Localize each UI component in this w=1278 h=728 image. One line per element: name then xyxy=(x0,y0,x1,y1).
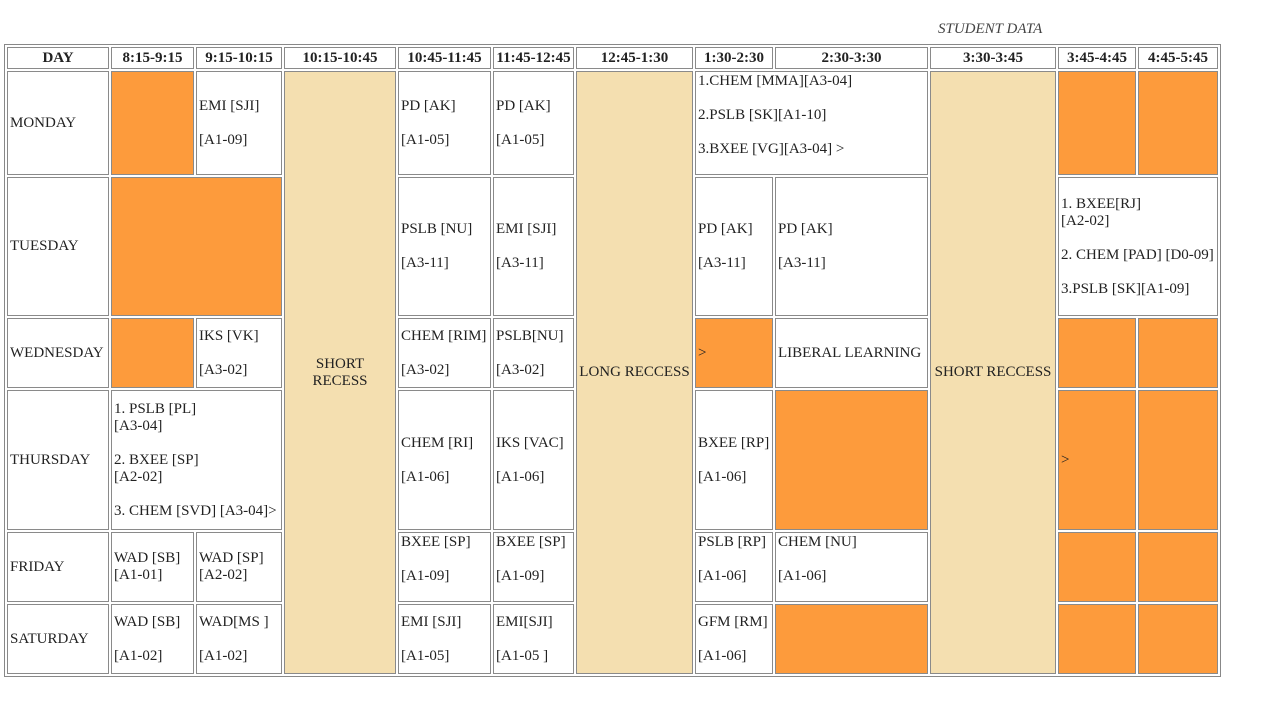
free-slot xyxy=(775,390,928,530)
class-cell[interactable]: WAD [SP] [A2-02] xyxy=(196,532,282,602)
timetable: DAY 8:15-9:15 9:15-10:15 10:15-10:45 10:… xyxy=(4,44,1221,677)
class-cell[interactable]: GFM [RM] [A1-06] xyxy=(695,604,773,674)
class-cell[interactable]: CHEM [NU] [A1-06] xyxy=(775,532,928,602)
header-slot: 2:30-3:30 xyxy=(775,47,928,69)
free-slot xyxy=(1058,71,1136,175)
free-slot: > xyxy=(695,318,773,388)
day-label: WEDNESDAY xyxy=(7,318,109,388)
short-recess-cell: SHORT RECCESS xyxy=(930,71,1056,674)
header-slot: 8:15-9:15 xyxy=(111,47,194,69)
class-cell[interactable]: PSLB [NU] [A3-11] xyxy=(398,177,491,316)
class-cell[interactable]: PSLB [RP] [A1-06] xyxy=(695,532,773,602)
header-slot: 4:45-5:45 xyxy=(1138,47,1218,69)
class-cell[interactable]: PD [AK] [A1-05] xyxy=(398,71,491,175)
class-cell[interactable]: 1. BXEE[RJ] [A2-02] 2. CHEM [PAD] [D0-09] 3… xyxy=(1058,177,1218,316)
row-wednesday: WEDNESDAY IKS [VK] [A3-02] CHEM [RIM] [A3-… xyxy=(7,318,1218,388)
short-recess-cell: SHORT RECESS xyxy=(284,71,396,674)
class-cell[interactable]: WAD[MS ] [A1-02] xyxy=(196,604,282,674)
header-slot: 12:45-1:30 xyxy=(576,47,693,69)
class-cell[interactable]: BXEE [SP] [A1-09] xyxy=(398,532,491,602)
long-recess-cell: LONG RECCESS xyxy=(576,71,693,674)
day-label: THURSDAY xyxy=(7,390,109,530)
header-slot: 10:45-11:45 xyxy=(398,47,491,69)
free-slot xyxy=(111,71,194,175)
class-cell[interactable]: EMI [SJI] [A3-11] xyxy=(493,177,574,316)
class-cell[interactable]: EMI [SJI] [A1-09] xyxy=(196,71,282,175)
class-cell[interactable]: EMI [SJI] [A1-05] xyxy=(398,604,491,674)
free-slot xyxy=(1058,318,1136,388)
day-label: MONDAY xyxy=(7,71,109,175)
class-cell[interactable]: 1. PSLB [PL] [A3-04] 2. BXEE [SP] [A2-02] 3.… xyxy=(111,390,282,530)
day-label: TUESDAY xyxy=(7,177,109,316)
header-slot: 3:45-4:45 xyxy=(1058,47,1136,69)
class-cell[interactable]: PD [AK] [A3-11] xyxy=(695,177,773,316)
free-slot xyxy=(1138,390,1218,530)
class-cell[interactable]: PD [AK] [A3-11] xyxy=(775,177,928,316)
day-label: SATURDAY xyxy=(7,604,109,674)
free-slot xyxy=(111,318,194,388)
header-slot: 10:15-10:45 xyxy=(284,47,396,69)
free-slot xyxy=(1138,318,1218,388)
free-slot: > xyxy=(1058,390,1136,530)
liberal-learning-cell[interactable]: LIBERAL LEARNING xyxy=(775,318,928,388)
free-slot xyxy=(775,604,928,674)
row-friday: FRIDAY WAD [SB] [A1-01] WAD [SP] [A2-02] B… xyxy=(7,532,1218,602)
free-slot xyxy=(1138,71,1218,175)
row-monday: MONDAY EMI [SJI] [A1-09] SHORT RECESS PD … xyxy=(7,71,1218,674)
class-cell[interactable]: IKS [VAC] [A1-06] xyxy=(493,390,574,530)
class-cell[interactable]: BXEE [SP] [A1-09] xyxy=(493,532,574,602)
class-cell[interactable]: EMI[SJI] [A1-05 ] xyxy=(493,604,574,674)
class-cell[interactable]: PD [AK] [A1-05] xyxy=(493,71,574,175)
free-slot xyxy=(1058,604,1136,674)
free-slot xyxy=(1138,532,1218,602)
row-thursday: THURSDAY 1. PSLB [PL] [A3-04] 2. BXEE [SP]… xyxy=(7,390,1218,530)
class-cell[interactable]: CHEM [RI] [A1-06] xyxy=(398,390,491,530)
class-cell[interactable]: WAD [SB] [A1-02] xyxy=(111,604,194,674)
free-slot xyxy=(111,177,282,316)
header-slot: 3:30-3:45 xyxy=(930,47,1056,69)
header-day: DAY xyxy=(7,47,109,69)
class-cell[interactable]: BXEE [RP] [A1-06] xyxy=(695,390,773,530)
class-cell[interactable]: CHEM [RIM] [A3-02] xyxy=(398,318,491,388)
row-saturday: SATURDAY WAD [SB] [A1-02] WAD[MS ] [A1-02]… xyxy=(7,604,1218,674)
header-slot: 1:30-2:30 xyxy=(695,47,773,69)
class-cell[interactable]: IKS [VK] [A3-02] xyxy=(196,318,282,388)
page-caption: STUDENT DATA xyxy=(938,21,1043,37)
header-slot: 9:15-10:15 xyxy=(196,47,282,69)
header-slot: 11:45-12:45 xyxy=(493,47,574,69)
class-cell[interactable]: 1.CHEM [MMA][A3-04] 2.PSLB [SK][A1-10] 3.B… xyxy=(695,71,928,175)
class-cell[interactable]: PSLB[NU] [A3-02] xyxy=(493,318,574,388)
day-label: FRIDAY xyxy=(7,532,109,602)
row-tuesday: TUESDAY PSLB [NU] [A3-11] EMI [SJI] [A3-11… xyxy=(7,177,1218,316)
header-row: DAY 8:15-9:15 9:15-10:15 10:15-10:45 10:… xyxy=(7,47,1218,69)
free-slot xyxy=(1058,532,1136,602)
free-slot xyxy=(1138,604,1218,674)
class-cell[interactable]: WAD [SB] [A1-01] xyxy=(111,532,194,602)
